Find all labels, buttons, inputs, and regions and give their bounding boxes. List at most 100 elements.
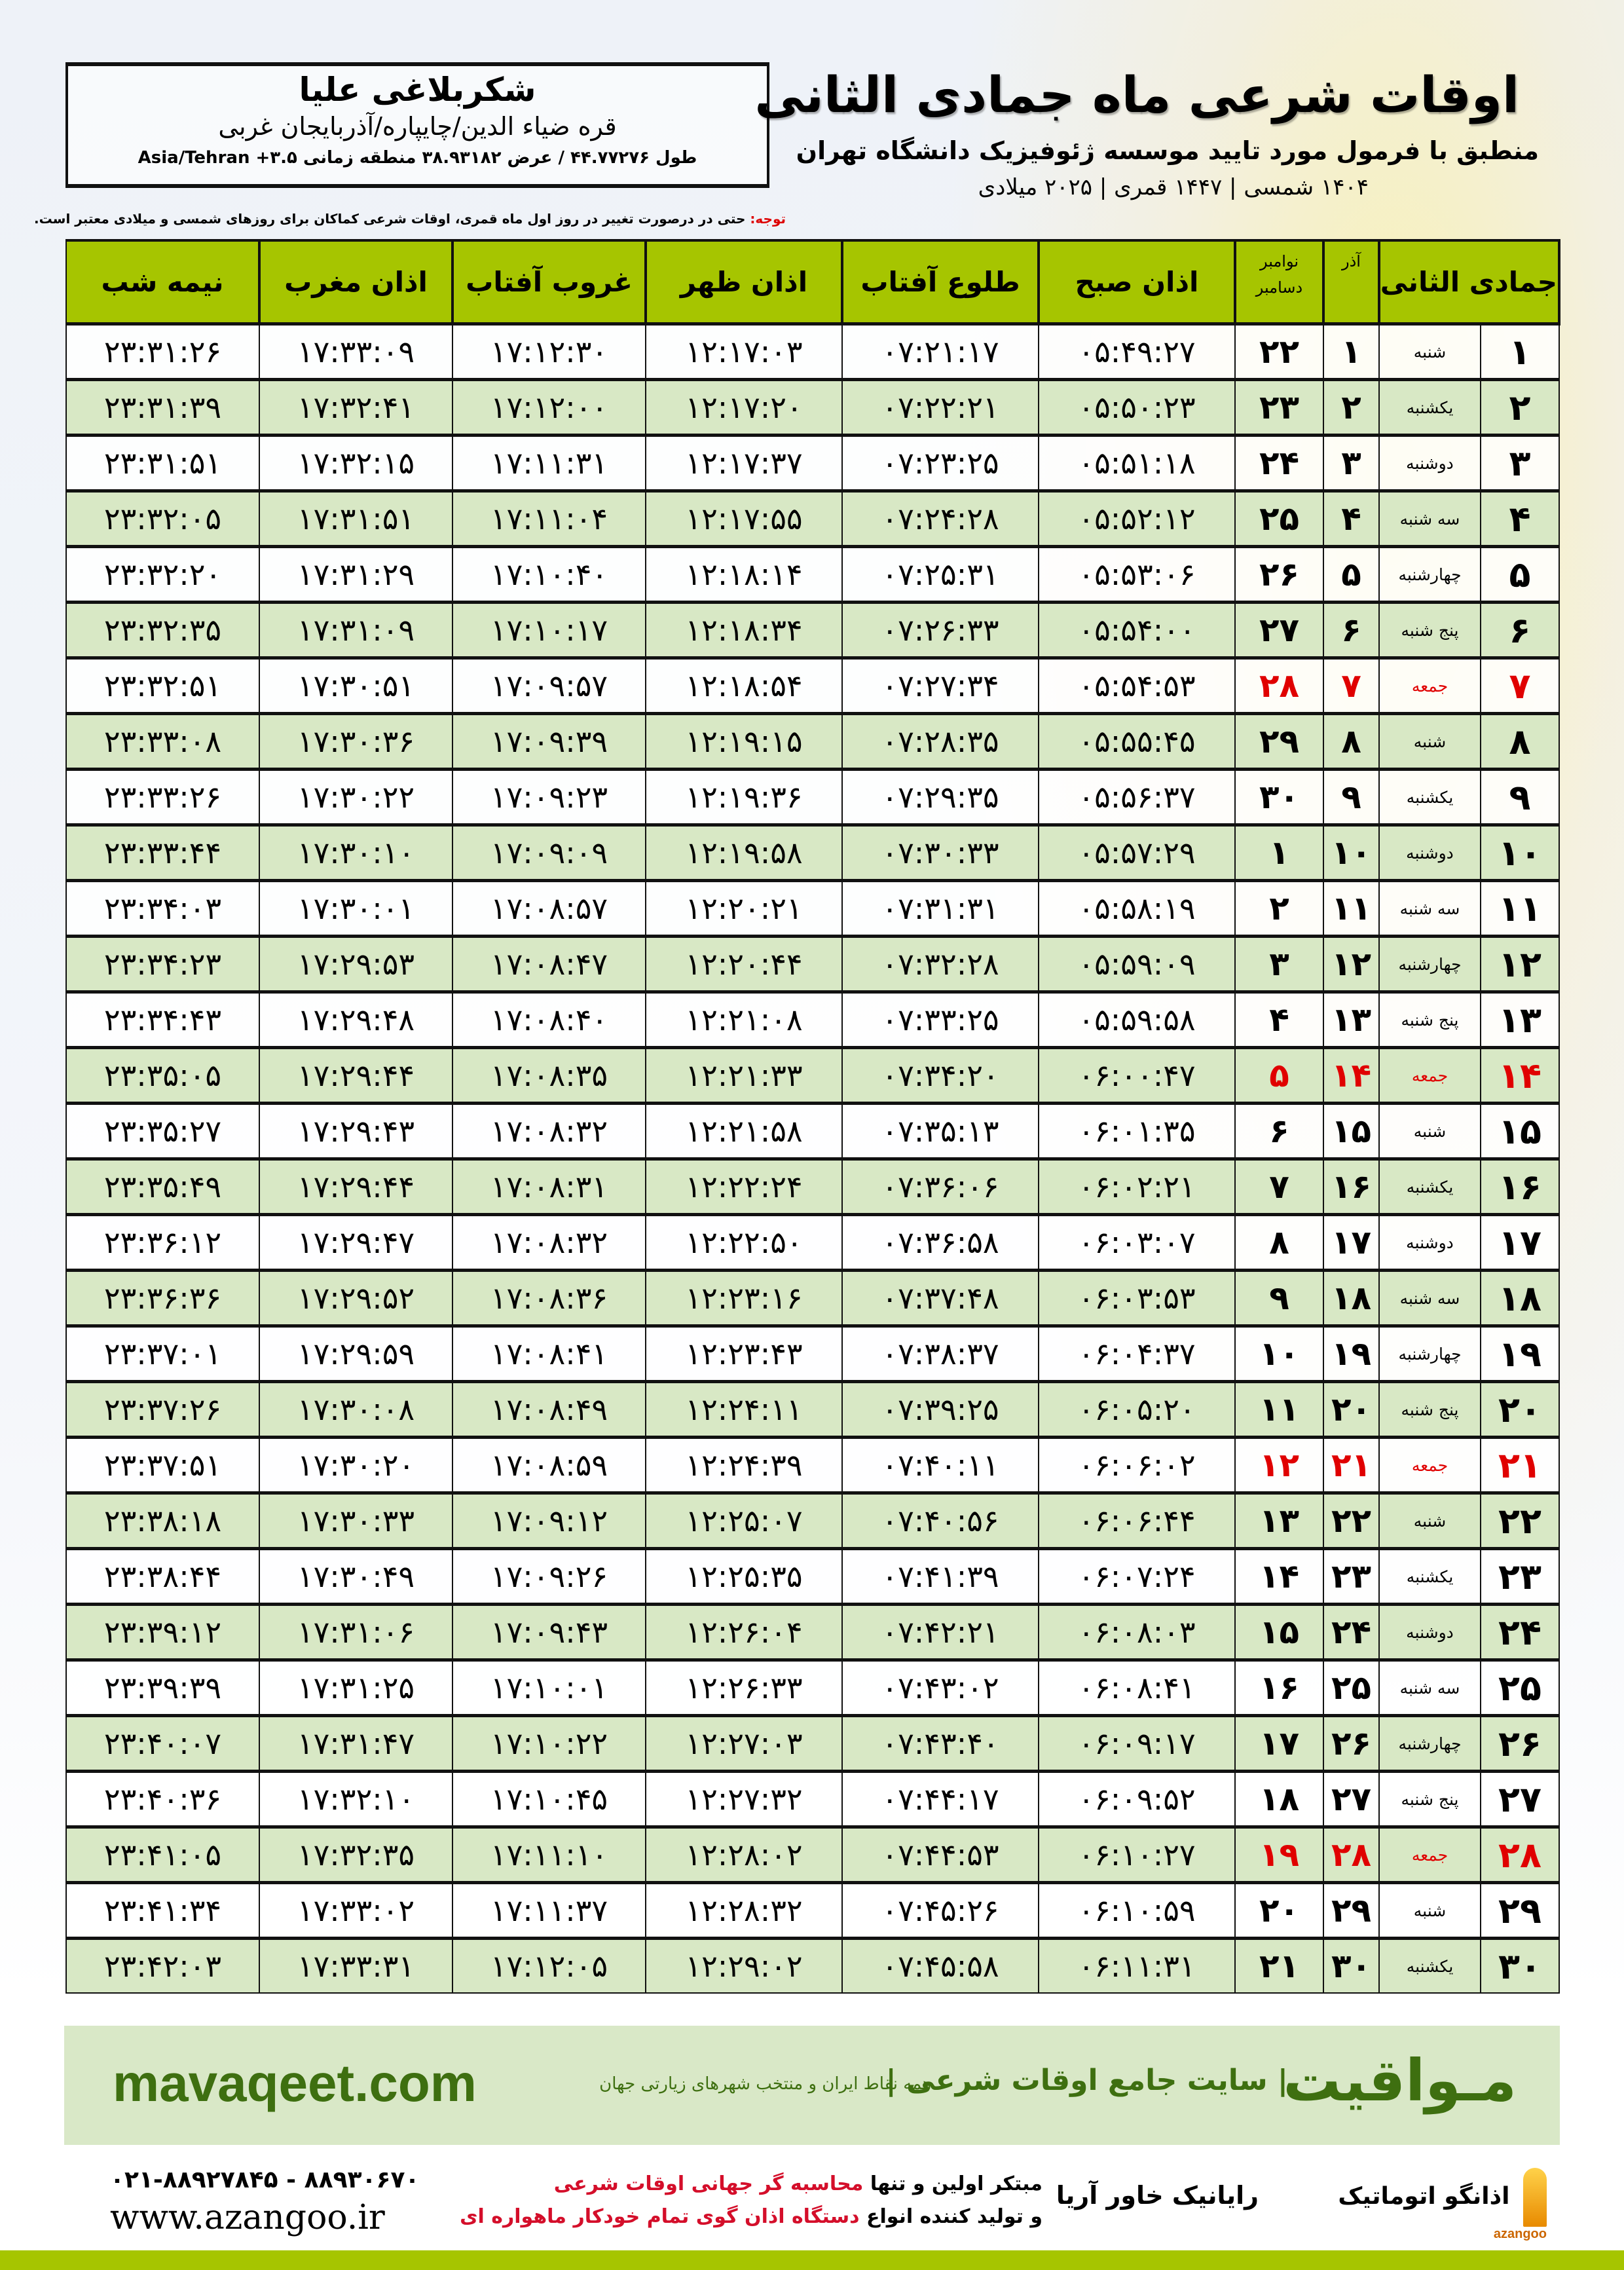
header-dhuhr: اذان ظهر [645,239,843,326]
weekday: جمعه [1378,1436,1481,1494]
azar-day: ۲۵ [1323,1658,1380,1717]
midnight-time: ۲۳:۳۲:۲۰ [65,545,260,603]
azar-day: ۱۹ [1323,1324,1380,1383]
midnight-time: ۲۳:۳۱:۵۱ [65,434,260,492]
azar-day: ۲ [1323,378,1380,436]
coordinates: طول ۴۴.۷۷۲۷۶ / عرض ۳۸.۹۳۱۸۲ منطقه زمانی … [138,148,697,168]
table-row: ۲۸ جمعه ۲۸ ۱۹ ۰۶:۱۰:۲۷ ۰۷:۴۴:۵۳ ۱۲:۲۸:۰۲ ۱۷:۱۱:… [65,1825,1560,1884]
sunrise-time: ۰۷:۳۸:۳۷ [841,1324,1039,1383]
sunset-time: ۱۷:۰۹:۲۶ [452,1547,646,1605]
hijri-day: ۳ [1480,434,1560,492]
sunrise-time: ۰۷:۴۰:۵۶ [841,1491,1039,1550]
azar-day: ۳ [1323,434,1380,492]
dhuhr-time: ۱۲:۲۱:۵۸ [645,1102,843,1160]
gregorian-day: ۴ [1234,990,1324,1049]
maghrib-time: ۱۷:۲۹:۴۷ [259,1213,453,1271]
weekday: جمعه [1378,1046,1481,1104]
azar-day: ۷ [1323,656,1380,715]
fajr-time: ۰۵:۵۶:۳۷ [1038,768,1236,826]
sunset-time: ۱۷:۰۸:۴۰ [452,990,646,1049]
maghrib-time: ۱۷:۳۰:۰۱ [259,879,453,937]
table-row: ۲۲ شنبه ۲۲ ۱۳ ۰۶:۰۶:۴۴ ۰۷:۴۰:۵۶ ۱۲:۲۵:۰۷ ۱۷:۰۹:… [65,1491,1560,1550]
dhuhr-time: ۱۲:۲۷:۰۳ [645,1714,843,1772]
fajr-time: ۰۶:۰۹:۱۷ [1038,1714,1236,1772]
header-azar: آذر [1323,239,1380,326]
weekday: یکشنبه [1378,1937,1481,1994]
header-sunrise: طلوع آفتاب [841,239,1040,326]
azar-day: ۱ [1323,322,1380,381]
midnight-time: ۲۳:۴۲:۰۳ [65,1937,260,1994]
desc-line1-b: محاسبه گر جهانی اوقات شرعی [553,2172,864,2195]
banner-brand: مـواقیت [1283,2047,1517,2114]
sunrise-time: ۰۷:۳۵:۱۳ [841,1102,1039,1160]
location-box: شکربلاغی علیا قره ضیاء الدین/چایپاره/آذر… [65,62,769,188]
azar-day: ۱۵ [1323,1102,1380,1160]
sunset-time: ۱۷:۱۰:۰۱ [452,1658,646,1717]
page-subtitle: منطبق با فرمول مورد تایید موسسه ژئوفیزیک… [796,136,1539,165]
fajr-time: ۰۶:۰۳:۰۷ [1038,1213,1236,1271]
azar-day: ۲۴ [1323,1603,1380,1661]
weekday: شنبه [1378,712,1481,770]
azar-day: ۶ [1323,601,1380,659]
table-row: ۱۲ چهارشنبه ۱۲ ۳ ۰۵:۵۹:۰۹ ۰۷:۳۲:۲۸ ۱۲:۲۰:۴۴ ۱۷:… [65,935,1560,993]
fajr-time: ۰۵:۵۰:۲۳ [1038,378,1236,436]
gregorian-day: ۲۷ [1234,601,1324,659]
gregorian-day: ۲۱ [1234,1937,1324,1994]
gregorian-day: ۲۶ [1234,545,1324,603]
dhuhr-time: ۱۲:۲۹:۰۲ [645,1937,843,1994]
midnight-time: ۲۳:۳۸:۱۸ [65,1491,260,1550]
maghrib-time: ۱۷:۳۳:۰۲ [259,1881,453,1939]
banner-website[interactable]: mavaqeet.com [113,2054,477,2112]
hijri-day: ۵ [1480,545,1560,603]
midnight-time: ۲۳:۳۸:۴۴ [65,1547,260,1605]
gregorian-day: ۲۸ [1234,656,1324,715]
weekday: یکشنبه [1378,768,1481,826]
azar-day: ۲۶ [1323,1714,1380,1772]
maghrib-time: ۱۷:۳۱:۴۷ [259,1714,453,1772]
year-line: ۱۴۰۴ شمسی | ۱۴۴۷ قمری | ۲۰۲۵ میلادی [978,174,1369,200]
midnight-time: ۲۳:۳۲:۵۱ [65,656,260,715]
gregorian-day: ۱۱ [1234,1380,1324,1438]
dhuhr-time: ۱۲:۲۰:۲۱ [645,879,843,937]
dhuhr-time: ۱۲:۲۶:۰۴ [645,1603,843,1661]
table-row: ۱۶ یکشنبه ۱۶ ۷ ۰۶:۰۲:۲۱ ۰۷:۳۶:۰۶ ۱۲:۲۲:۲۴ ۱۷:۰۸… [65,1157,1560,1216]
maghrib-time: ۱۷:۳۱:۵۱ [259,489,453,548]
weekday: پنج شنبه [1378,1380,1481,1438]
midnight-time: ۲۳:۳۳:۰۸ [65,712,260,770]
table-row: ۶ پنج شنبه ۶ ۲۷ ۰۵:۵۴:۰۰ ۰۷:۲۶:۳۳ ۱۲:۱۸:۳۴ ۱۷:۱… [65,601,1560,659]
fajr-time: ۰۶:۰۶:۰۲ [1038,1436,1236,1494]
gregorian-day: ۲۲ [1234,322,1324,381]
sunrise-time: ۰۷:۳۲:۲۸ [841,935,1039,993]
fajr-time: ۰۵:۵۵:۴۵ [1038,712,1236,770]
hijri-day: ۲۱ [1480,1436,1560,1494]
website-link[interactable]: www.azangoo.ir [110,2198,385,2237]
azar-day: ۱۱ [1323,879,1380,937]
maghrib-time: ۱۷:۳۰:۴۹ [259,1547,453,1605]
fajr-time: ۰۵:۵۸:۱۹ [1038,879,1236,937]
fajr-time: ۰۵:۵۲:۱۲ [1038,489,1236,548]
sunset-time: ۱۷:۰۹:۵۷ [452,656,646,715]
gregorian-day: ۱۶ [1234,1658,1324,1717]
weekday: جمعه [1378,656,1481,715]
table-row: ۲۰ پنج شنبه ۲۰ ۱۱ ۰۶:۰۵:۲۰ ۰۷:۳۹:۲۵ ۱۲:۲۴:۱۱ ۱۷… [65,1380,1560,1438]
maghrib-time: ۱۷:۳۳:۰۹ [259,322,453,381]
page-title: اوقات شرعی ماه جمادی الثانی [754,65,1519,124]
maghrib-time: ۱۷:۲۹:۴۸ [259,990,453,1049]
sunrise-time: ۰۷:۳۶:۵۸ [841,1213,1039,1271]
midnight-time: ۲۳:۳۱:۳۹ [65,378,260,436]
azangoo-logo-text: اذانگو اتوماتیک [1338,2183,1510,2210]
maghrib-time: ۱۷:۳۰:۲۰ [259,1436,453,1494]
midnight-time: ۲۳:۳۹:۱۲ [65,1603,260,1661]
maghrib-time: ۱۷:۳۲:۳۵ [259,1825,453,1884]
header-midnight: نیمه شب [65,239,261,326]
hijri-day: ۲۴ [1480,1603,1560,1661]
sunrise-time: ۰۷:۲۳:۲۵ [841,434,1039,492]
gregorian-day: ۱۳ [1234,1491,1324,1550]
hijri-day: ۱۱ [1480,879,1560,937]
hijri-day: ۱۳ [1480,990,1560,1049]
notice: توجه: حتی در درصورت تغییر در روز اول ماه… [34,211,786,227]
weekday: چهارشنبه [1378,545,1481,603]
dhuhr-time: ۱۲:۲۳:۱۶ [645,1269,843,1327]
weekday: پنج شنبه [1378,990,1481,1049]
weekday: دوشنبه [1378,1603,1481,1661]
